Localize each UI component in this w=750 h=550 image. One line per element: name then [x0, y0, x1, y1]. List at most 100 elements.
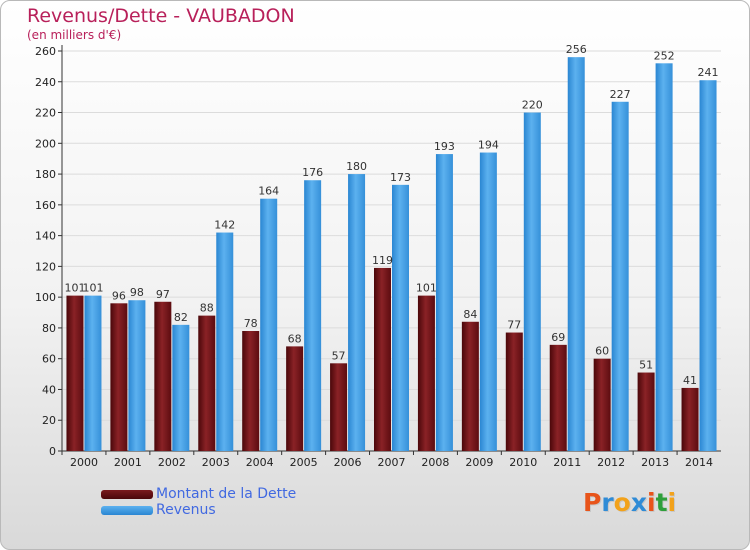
data-label-revenue-2008: 193 [434, 140, 455, 153]
bar-revenue-2005 [304, 180, 322, 451]
bar-debt-2005 [286, 346, 304, 451]
bar-revenue-2013 [655, 63, 673, 452]
bar-revenue-2008 [435, 154, 453, 452]
x-tick-label: 2001 [114, 456, 142, 469]
bar-revenue-2006 [348, 174, 366, 452]
bar-debt-2011 [549, 344, 567, 451]
data-label-revenue-2007: 173 [390, 171, 411, 184]
data-label-revenue-2013: 252 [654, 49, 675, 62]
logo-letter: i [667, 488, 677, 517]
data-label-debt-2000: 101 [64, 282, 85, 295]
data-label-debt-2008: 101 [416, 282, 437, 295]
y-tick-label: 60 [42, 353, 56, 366]
bar-revenue-2001 [128, 300, 146, 451]
proxiti-logo: Proxiti [583, 488, 676, 517]
y-tick-label: 140 [35, 230, 56, 243]
data-label-revenue-2003: 142 [214, 219, 235, 232]
data-label-debt-2011: 69 [551, 331, 565, 344]
bar-debt-2008 [417, 295, 435, 451]
bar-revenue-2012 [611, 101, 629, 452]
x-tick-label: 2012 [597, 456, 625, 469]
logo-letter: x [630, 488, 647, 517]
legend-swatch-debt [101, 490, 153, 499]
x-tick-label: 2005 [290, 456, 318, 469]
logo-letter: P [583, 488, 602, 517]
bar-revenue-2003 [216, 232, 234, 451]
data-label-revenue-2014: 241 [698, 66, 719, 79]
legend-label-debt: Montant de la Dette [156, 486, 297, 502]
y-tick-label: 200 [35, 137, 56, 150]
x-tick-label: 2008 [421, 456, 449, 469]
bar-revenue-2011 [567, 57, 585, 452]
data-label-debt-2013: 51 [639, 359, 653, 372]
data-label-revenue-2000: 101 [82, 282, 103, 295]
data-label-debt-2001: 96 [112, 289, 126, 302]
data-label-revenue-2005: 176 [302, 166, 323, 179]
data-label-revenue-2002: 82 [174, 311, 188, 324]
chart-subtitle: (en milliers d'€) [27, 28, 122, 42]
data-label-debt-2009: 84 [463, 308, 477, 321]
x-tick-label: 2004 [246, 456, 274, 469]
bar-debt-2000 [66, 295, 84, 451]
data-label-debt-2002: 97 [156, 288, 170, 301]
legend-label-revenue: Revenus [156, 502, 216, 518]
bar-revenue-2004 [260, 198, 278, 451]
bar-debt-2006 [330, 363, 348, 451]
bar-revenue-2000 [84, 295, 102, 451]
bar-debt-2003 [198, 315, 216, 451]
x-tick-label: 2002 [158, 456, 186, 469]
y-tick-label: 240 [35, 76, 56, 89]
x-tick-label: 2011 [553, 456, 581, 469]
data-label-revenue-2011: 256 [566, 43, 587, 56]
data-label-debt-2007: 119 [372, 254, 393, 267]
bar-revenue-2010 [523, 112, 541, 452]
x-tick-label: 2013 [641, 456, 669, 469]
y-tick-label: 100 [35, 291, 56, 304]
y-tick-label: 40 [42, 383, 56, 396]
x-tick-label: 2000 [70, 456, 98, 469]
bars [66, 57, 717, 452]
y-tick-label: 260 [35, 45, 56, 58]
x-tick-label: 2006 [334, 456, 362, 469]
chart-title: Revenus/Dette - VAUBADON [27, 5, 295, 27]
data-label-debt-2014: 41 [683, 374, 697, 387]
data-label-debt-2005: 68 [288, 332, 302, 345]
bar-revenue-2007 [392, 184, 409, 451]
bar-debt-2014 [681, 387, 699, 451]
bar-revenue-2009 [479, 152, 497, 452]
x-tick-label: 2009 [465, 456, 493, 469]
data-label-revenue-2012: 227 [610, 88, 631, 101]
y-tick-label: 0 [49, 445, 56, 458]
x-tick-label: 2010 [509, 456, 537, 469]
x-tick-label: 2014 [685, 456, 713, 469]
data-label-debt-2004: 78 [244, 317, 258, 330]
data-label-revenue-2004: 164 [258, 185, 279, 198]
logo-letter: r [601, 488, 614, 517]
bar-debt-2013 [637, 372, 655, 451]
data-label-revenue-2010: 220 [522, 99, 543, 112]
data-label-debt-2006: 57 [332, 349, 346, 362]
legend-swatch-revenue [101, 506, 153, 515]
data-label-debt-2012: 60 [595, 345, 609, 358]
x-tick-label: 2007 [378, 456, 406, 469]
bar-debt-2009 [461, 321, 479, 451]
data-label-revenue-2009: 194 [478, 139, 499, 152]
y-tick-label: 160 [35, 199, 56, 212]
bar-debt-2010 [505, 332, 523, 451]
axes: 0 20 40 60 80 100 120 140 160 180 200 220 240 260 2000… [35, 45, 721, 469]
y-tick-label: 180 [35, 168, 56, 181]
bar-debt-2004 [242, 331, 260, 451]
data-label-revenue-2006: 180 [346, 160, 367, 173]
gridlines [62, 50, 721, 452]
y-tick-label: 20 [42, 414, 56, 427]
bar-debt-2007 [374, 267, 391, 451]
bar-debt-2001 [110, 303, 128, 451]
logo-letter: t [655, 488, 668, 517]
y-tick-label: 120 [35, 260, 56, 273]
logo-letter: i [647, 488, 656, 517]
x-tick-label: 2003 [202, 456, 230, 469]
data-label-debt-2010: 77 [507, 319, 521, 332]
